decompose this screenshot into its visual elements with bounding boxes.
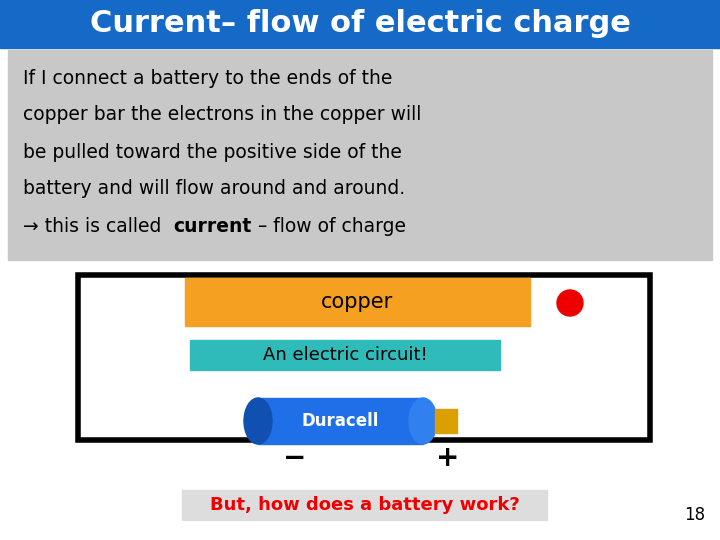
Text: An electric circuit!: An electric circuit! bbox=[263, 346, 428, 364]
Ellipse shape bbox=[409, 398, 437, 444]
Bar bbox=[182, 490, 547, 520]
Text: copper: copper bbox=[321, 292, 394, 312]
Text: But, how does a battery work?: But, how does a battery work? bbox=[210, 496, 519, 514]
Text: copper bar the electrons in the copper will: copper bar the electrons in the copper w… bbox=[23, 105, 421, 125]
Text: If I connect a battery to the ends of the: If I connect a battery to the ends of th… bbox=[23, 69, 392, 87]
Text: Current– flow of electric charge: Current– flow of electric charge bbox=[89, 10, 631, 38]
Text: −: − bbox=[284, 444, 307, 472]
Text: be pulled toward the positive side of the: be pulled toward the positive side of th… bbox=[23, 143, 402, 161]
Text: 18: 18 bbox=[685, 506, 706, 524]
Bar bbox=[435, 409, 457, 433]
Text: current: current bbox=[174, 217, 251, 235]
Bar bbox=[258, 398, 423, 444]
Circle shape bbox=[557, 290, 583, 316]
Ellipse shape bbox=[244, 398, 272, 444]
Bar bbox=[190, 340, 500, 370]
Text: Duracell: Duracell bbox=[302, 412, 379, 430]
Text: – flow of charge: – flow of charge bbox=[251, 217, 405, 235]
Text: → this is called: → this is called bbox=[23, 217, 174, 235]
Bar bbox=[0, 0, 720, 48]
Text: battery and will flow around and around.: battery and will flow around and around. bbox=[23, 179, 405, 199]
Bar bbox=[78, 275, 650, 440]
Bar bbox=[185, 278, 530, 326]
Bar bbox=[8, 50, 712, 260]
Text: +: + bbox=[436, 444, 459, 472]
